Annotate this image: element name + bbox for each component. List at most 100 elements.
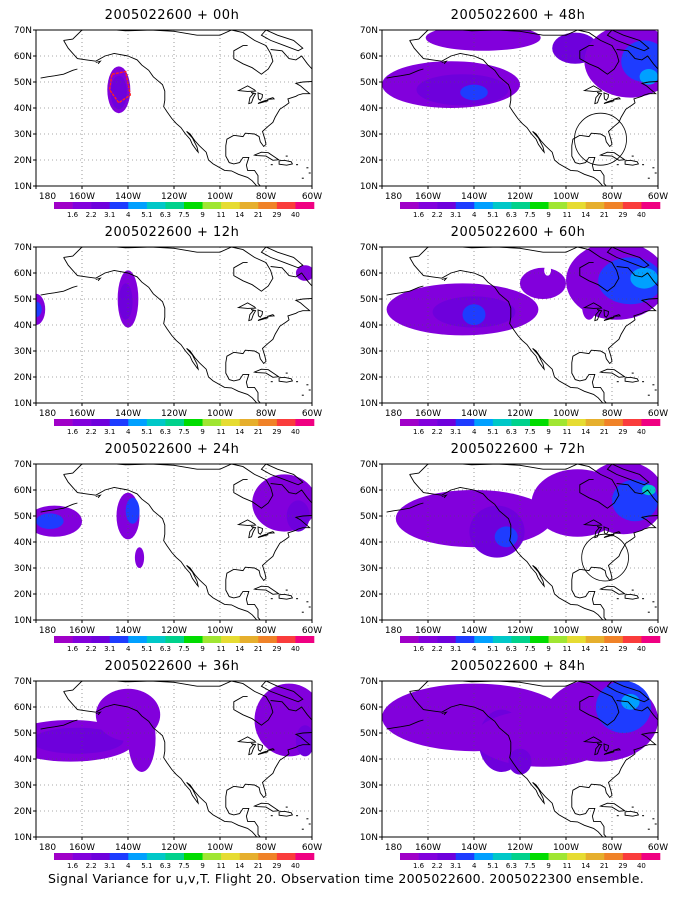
coastline	[63, 691, 258, 837]
lat-tick-label: 20N	[360, 373, 378, 383]
colorbar-label: 11	[217, 862, 226, 870]
lon-tick-label: 140W	[115, 626, 141, 636]
colorbar-swatch	[567, 202, 587, 209]
colorbar-label: 5.1	[141, 428, 152, 436]
variance-shade	[582, 293, 596, 320]
lon-tick-label: 100W	[553, 626, 579, 636]
colorbar-swatch	[128, 419, 148, 426]
colorbar-label: 21	[254, 645, 263, 653]
colorbar-label: 5.1	[487, 211, 498, 219]
lat-tick-label: 70N	[14, 460, 32, 470]
colorbar-swatch	[258, 853, 278, 860]
coastline	[95, 494, 102, 499]
lat-tick-label: 60N	[360, 52, 378, 62]
colorbar-label: 2.2	[86, 862, 97, 870]
colorbar-label: 5.1	[141, 862, 152, 870]
colorbar-label: 4	[472, 862, 477, 870]
lat-tick-label: 20N	[360, 156, 378, 166]
variance-shade	[520, 267, 566, 299]
colorbar-label: 40	[291, 428, 300, 436]
colorbar-swatch	[128, 202, 148, 209]
colorbar-label: 5.1	[487, 428, 498, 436]
colorbar-swatch	[276, 419, 296, 426]
colorbar-swatch	[530, 853, 549, 860]
lon-tick-label: 100W	[553, 409, 579, 419]
lat-tick-label: 10N	[14, 182, 32, 192]
lat-tick-label: 20N	[360, 807, 378, 817]
coastline	[606, 247, 650, 269]
coastline	[441, 60, 448, 65]
lat-tick-label: 60N	[14, 269, 32, 279]
colorbar-swatch	[530, 419, 549, 426]
colorbar-swatch	[165, 202, 185, 209]
panel-title: 2005022600 + 72h	[450, 442, 586, 457]
lon-tick-label: 160W	[69, 626, 95, 636]
colorbar-swatch	[492, 636, 512, 643]
coastline	[386, 285, 424, 296]
colorbar-label: 40	[637, 645, 646, 653]
colorbar-swatch	[202, 636, 222, 643]
colorbar-swatch	[72, 853, 92, 860]
lat-tick-label: 10N	[14, 399, 32, 409]
colorbar-swatch	[202, 853, 222, 860]
coastline	[63, 464, 274, 509]
colorbar-swatch	[511, 202, 531, 209]
variance-shade	[36, 727, 124, 754]
coastline	[571, 483, 658, 620]
target-circle	[581, 533, 629, 582]
colorbar-swatch	[585, 853, 605, 860]
variance-shade	[462, 304, 486, 325]
coastline	[260, 464, 304, 486]
lon-tick-label: 60W	[302, 626, 322, 636]
colorbar-swatch	[109, 853, 129, 860]
lon-tick-label: 140W	[461, 409, 487, 419]
colorbar-label: 14	[235, 645, 244, 653]
colorbar-label: 11	[217, 211, 226, 219]
lon-tick-label: 180	[39, 626, 56, 636]
coastline	[95, 711, 102, 716]
coastline	[409, 474, 604, 620]
colorbar-swatch	[184, 636, 203, 643]
colorbar-swatch	[202, 202, 222, 209]
colorbar-label: 40	[291, 211, 300, 219]
colorbar-swatch	[400, 419, 419, 426]
lon-tick-label: 120W	[161, 843, 187, 853]
colorbar-swatch	[165, 419, 185, 426]
colorbar-label: 1.6	[67, 428, 79, 436]
lat-tick-label: 10N	[360, 182, 378, 192]
lat-tick-label: 40N	[14, 104, 32, 114]
panel-title: 2005022600 + 84h	[450, 659, 586, 674]
coastline	[441, 277, 448, 282]
panel-84h: 70N 60N 50N 40N 30N 20N 10N 180 160W 140W 120W 100W…	[348, 659, 688, 879]
lon-tick-label: 160W	[69, 843, 95, 853]
colorbar-label: 14	[581, 211, 590, 219]
colorbar-label: 6.3	[506, 645, 517, 653]
coastline	[225, 700, 312, 837]
lat-tick-label: 30N	[360, 564, 378, 574]
colorbar-swatch	[184, 419, 203, 426]
colorbar-swatch	[109, 636, 129, 643]
coastline	[40, 719, 78, 730]
colorbar-label: 14	[235, 428, 244, 436]
colorbar-swatch	[622, 419, 642, 426]
coastline	[441, 711, 448, 716]
lat-tick-label: 20N	[14, 590, 32, 600]
lon-tick-label: 180	[39, 192, 56, 202]
colorbar-swatch	[511, 853, 531, 860]
colorbar-label: 21	[600, 862, 609, 870]
lat-tick-label: 30N	[14, 781, 32, 791]
colorbar-label: 4	[126, 211, 131, 219]
colorbar-swatch	[146, 853, 166, 860]
colorbar-swatch	[54, 853, 73, 860]
colorbar-swatch	[548, 636, 568, 643]
variance-shade	[425, 30, 541, 51]
colorbar-label: 9	[546, 428, 550, 436]
lat-tick-label: 20N	[14, 807, 32, 817]
lon-tick-label: 180	[385, 843, 402, 853]
coastline	[260, 30, 304, 52]
colorbar-label: 4	[472, 211, 477, 219]
coastline	[606, 30, 650, 52]
colorbar-label: 7.5	[178, 211, 189, 219]
variance-shade	[125, 497, 140, 524]
lat-tick-label: 70N	[14, 26, 32, 36]
